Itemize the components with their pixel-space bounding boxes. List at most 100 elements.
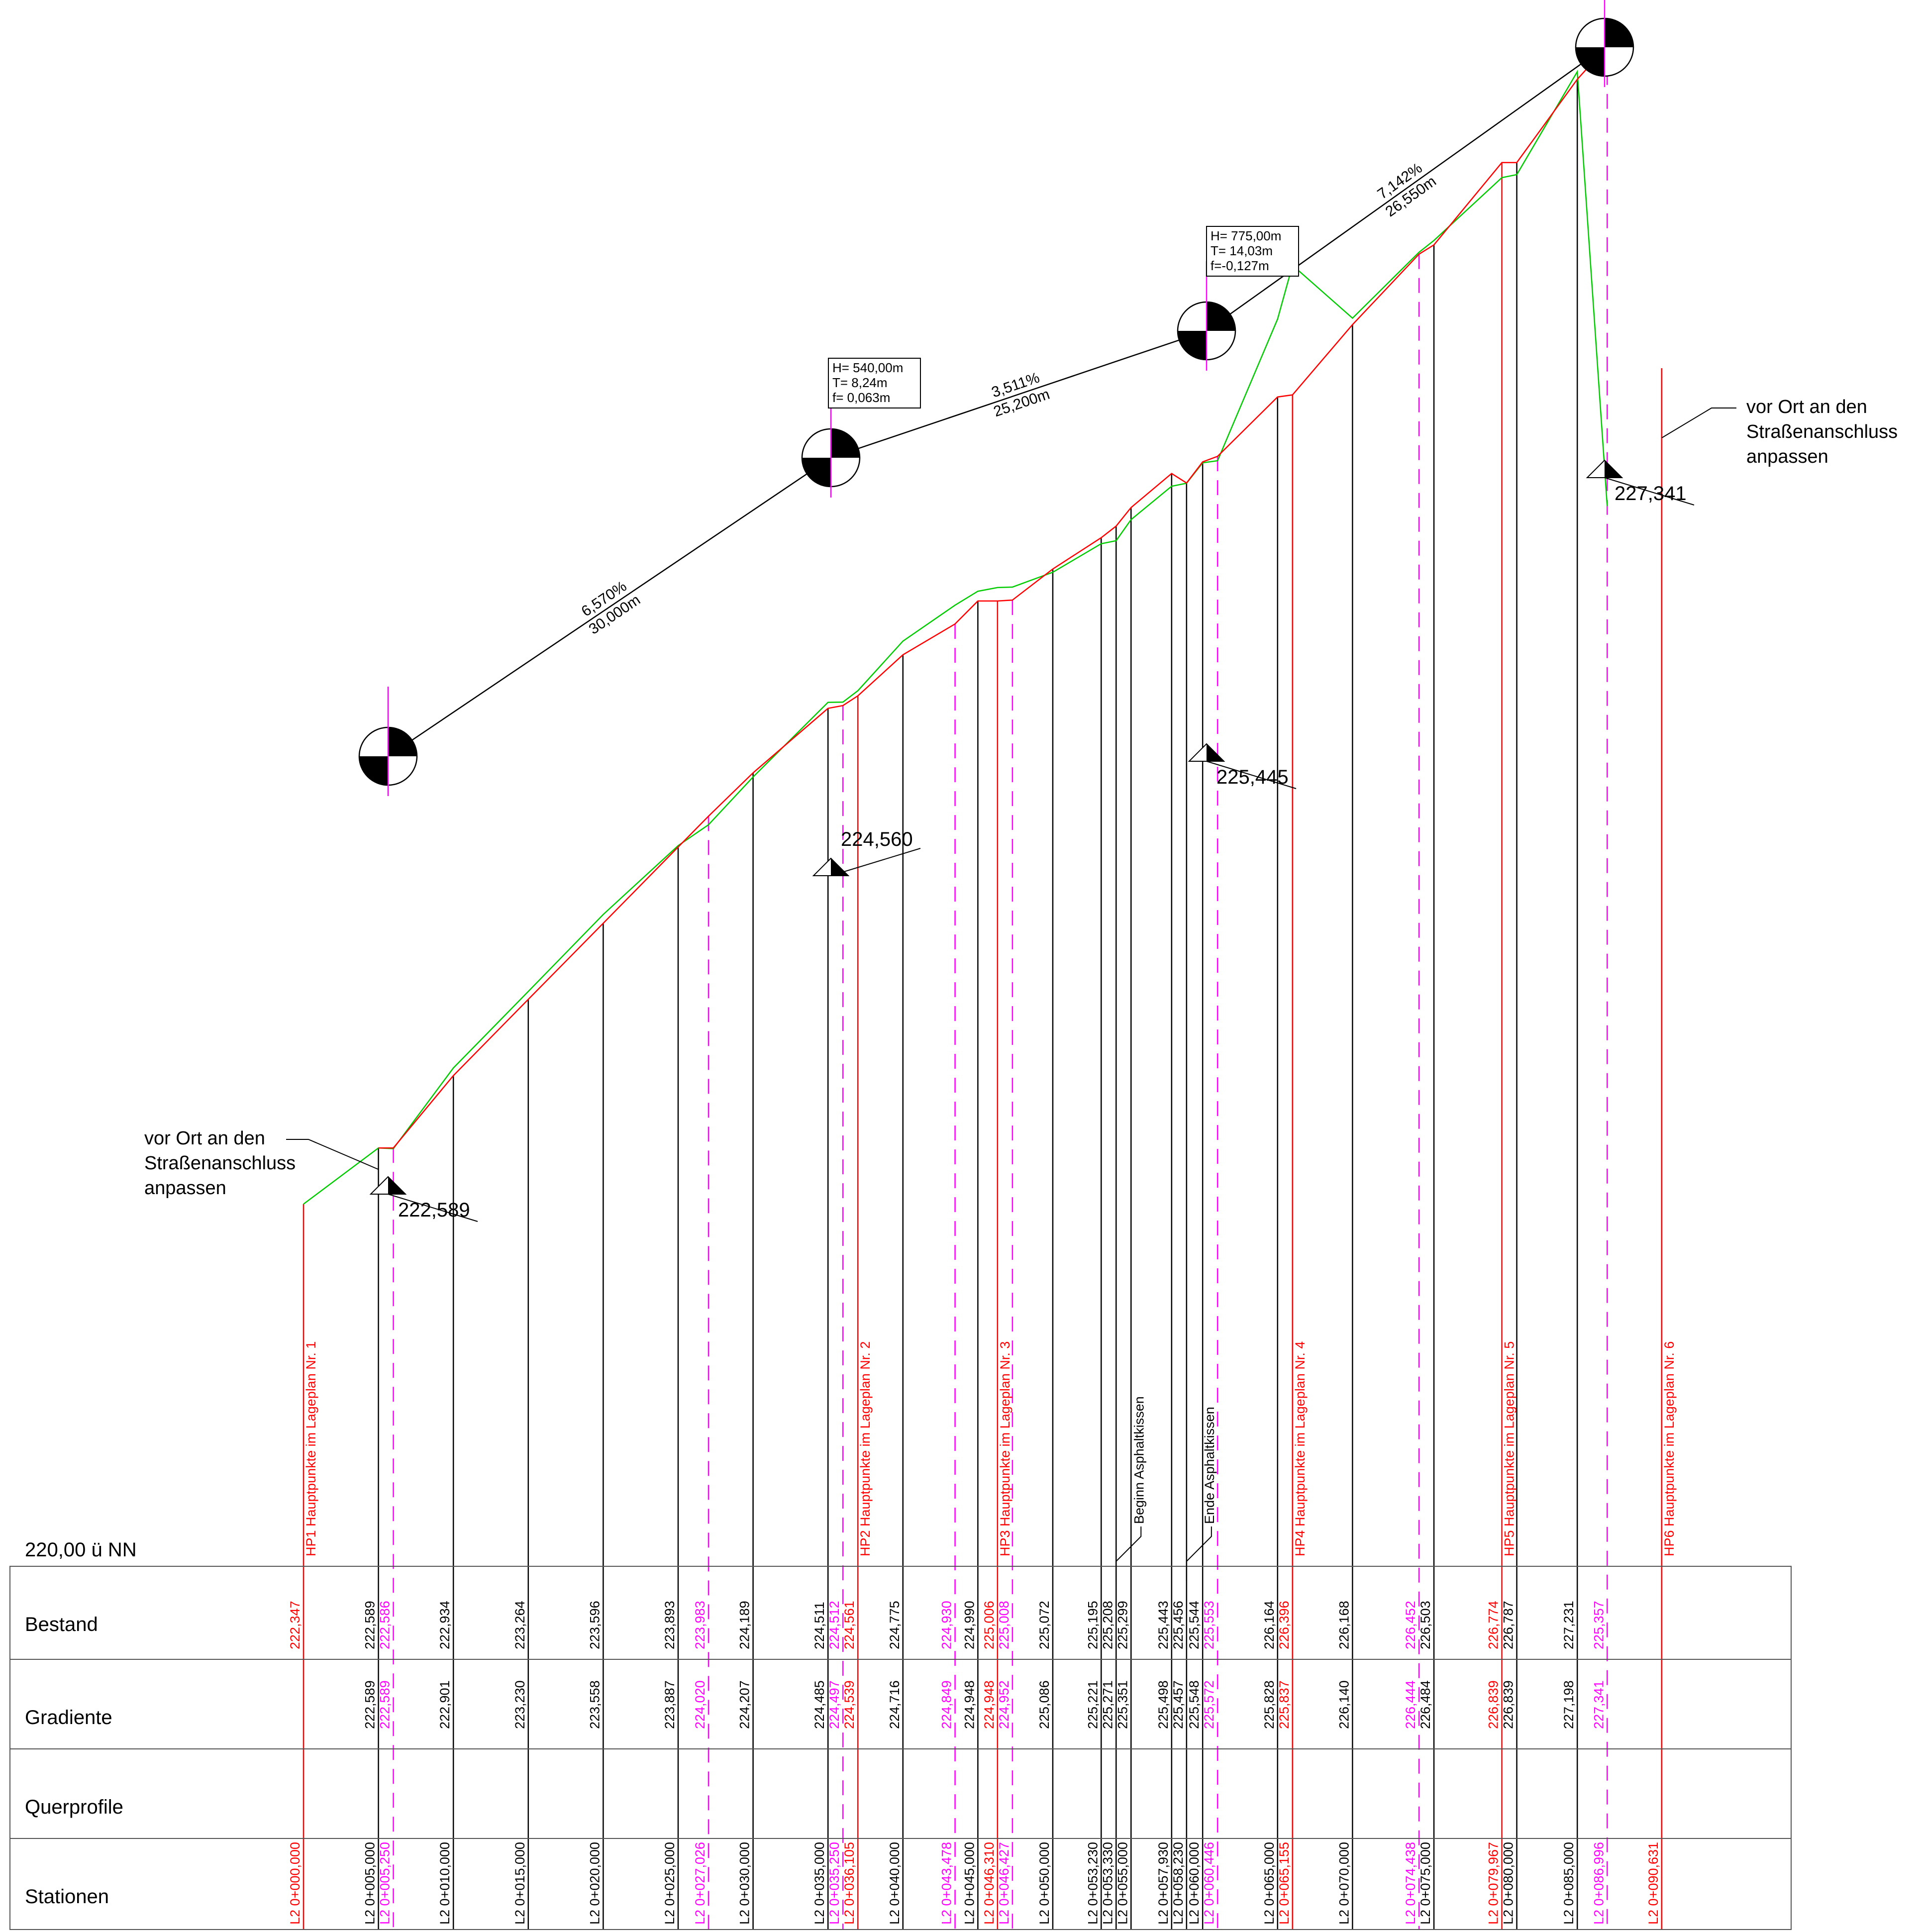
station-value: L2 0+060,446 [1202, 1842, 1216, 1925]
hauptpunkt-label: HP4 Hauptpunkte im Lageplan Nr. 4 [1293, 1341, 1308, 1556]
station-value: L2 0+036,105 [842, 1842, 857, 1925]
hauptpunkt-label: HP5 Hauptpunkte im Lageplan Nr. 5 [1502, 1341, 1517, 1556]
vertex-quadrant [388, 727, 417, 756]
station-value: L2 0+090,631 [1646, 1842, 1661, 1925]
station-value: L2 0+055,000 [1115, 1842, 1130, 1925]
vertex-quadrant [1605, 18, 1633, 47]
querprofile-row-label: Querprofile [25, 1796, 123, 1818]
station-value: L2 0+043,478 [939, 1842, 954, 1925]
note-line: vor Ort an den [144, 1128, 265, 1149]
vertex-quadrant [802, 458, 831, 487]
bestand-value: 224,512 [827, 1601, 842, 1649]
note-line: anpassen [144, 1178, 226, 1199]
bestand-value: 225,008 [997, 1601, 1011, 1649]
station-value: L2 0+025,000 [662, 1842, 677, 1925]
existing-ground-line [303, 69, 1608, 1205]
asphalt-leader [1186, 1526, 1212, 1581]
bestand-value: 223,264 [512, 1601, 527, 1649]
hauptpunkt-label: HP1 Hauptpunkte im Lageplan Nr. 1 [303, 1341, 318, 1556]
gradiente-value: 224,485 [812, 1680, 827, 1729]
gradiente-value: 222,589 [378, 1680, 393, 1729]
gradiente-value: 224,948 [982, 1680, 997, 1729]
bestand-value: 226,164 [1262, 1601, 1277, 1649]
gradiente-value: 225,271 [1100, 1680, 1115, 1729]
bestand-value: 225,208 [1100, 1601, 1115, 1649]
station-value: L2 0+020,000 [587, 1842, 602, 1925]
design-gradient-line [378, 45, 1608, 1149]
tangent-line [388, 46, 1605, 757]
gradiente-value: 227,341 [1591, 1680, 1606, 1729]
elevation-leader [830, 848, 921, 876]
bestand-value: 223,983 [693, 1601, 707, 1649]
datum-label: 220,00 ü NN [25, 1539, 137, 1561]
bestand-value: 224,511 [812, 1602, 827, 1649]
bestand-value: 224,930 [939, 1601, 954, 1649]
elevation-triangle-fill [388, 1177, 405, 1194]
station-value: L2 0+079,967 [1486, 1842, 1501, 1925]
bestand-value: 225,553 [1202, 1601, 1216, 1649]
station-value: L2 0+058,230 [1171, 1842, 1186, 1925]
station-value: L2 0+005,000 [363, 1842, 378, 1925]
station-value: L2 0+046,427 [997, 1842, 1011, 1925]
gradiente-value: 222,901 [437, 1680, 452, 1729]
profile-lines [303, 45, 1608, 1205]
note-line: Straßenanschluss [1746, 421, 1898, 442]
vertex-quadrant [1207, 302, 1235, 331]
curve-tangent: T= 8,24m [832, 375, 888, 390]
gradiente-value: 223,558 [587, 1680, 602, 1729]
curve-tangent: T= 14,03m [1211, 243, 1273, 258]
curve-box [1206, 226, 1299, 277]
gradiente-value: 225,828 [1262, 1680, 1277, 1729]
station-value: L2 0+086,996 [1591, 1842, 1606, 1925]
bestand-value: 223,596 [587, 1601, 602, 1649]
station-value: L2 0+080,000 [1501, 1842, 1516, 1925]
gradiente-value: 223,230 [512, 1680, 527, 1729]
station-value: L2 0+010,000 [437, 1842, 452, 1925]
stationen-row-label: Stationen [25, 1886, 109, 1908]
note-line: vor Ort an den [1746, 397, 1867, 417]
hauptpunkt-label: HP2 Hauptpunkte im Lageplan Nr. 2 [858, 1341, 873, 1556]
note-leader [1661, 407, 1736, 438]
elevation-leader [1206, 761, 1297, 789]
station-value: L2 0+030,000 [737, 1842, 752, 1925]
bestand-value: 226,396 [1277, 1601, 1292, 1649]
elevation-value: 227,341 [1615, 483, 1687, 505]
station-value: L2 0+065,000 [1262, 1842, 1277, 1925]
gradiente-row-label: Gradiente [25, 1707, 112, 1729]
bestand-value: 222,934 [437, 1601, 452, 1649]
gradiente-value: 226,839 [1486, 1680, 1501, 1729]
elevation-mark: 222,589 [369, 1176, 478, 1222]
note-line: anpassen [1746, 446, 1828, 467]
station-value: L2 0+015,000 [512, 1842, 527, 1925]
gradiente-value: 225,457 [1171, 1680, 1186, 1729]
station-value: L2 0+075,000 [1418, 1842, 1433, 1925]
asphalt-label: Ende Asphaltkissen [1202, 1407, 1217, 1524]
bestand-value: 226,774 [1486, 1601, 1501, 1649]
curve-radius: H= 775,00m [1211, 228, 1281, 243]
bestand-value: 223,893 [662, 1601, 677, 1649]
curve-radius: H= 540,00m [832, 360, 903, 375]
gradiente-value: 226,140 [1336, 1680, 1351, 1729]
gradiente-value: 222,589 [363, 1680, 378, 1729]
bestand-value: 226,452 [1403, 1601, 1418, 1649]
gradiente-value: 224,020 [693, 1680, 707, 1729]
bestand-value: 224,189 [737, 1601, 752, 1649]
gradiente-value: 226,484 [1418, 1680, 1433, 1729]
note-line: Straßenanschluss [144, 1153, 296, 1174]
station-value: L2 0+085,000 [1561, 1842, 1576, 1925]
station-value: L2 0+027,026 [693, 1842, 707, 1925]
station-verticals [303, 46, 1663, 1930]
elevation-marks: 222,589 224,560 225,445 227,341 [369, 459, 1695, 1222]
bestand-value: 224,775 [887, 1601, 902, 1649]
elevation-value: 222,589 [398, 1199, 470, 1221]
bestand-value: 227,231 [1561, 1601, 1576, 1649]
bestand-value: 225,072 [1037, 1601, 1052, 1649]
band-table: Bestand Gradiente Querprofile Stationen 220,… [9, 1341, 1792, 1930]
elevation-mark: 227,341 [1586, 459, 1695, 506]
station-value: L2 0+050,000 [1037, 1842, 1052, 1925]
elevation-mark: 224,560 [812, 828, 921, 876]
hauptpunkt-label: HP3 Hauptpunkte im Lageplan Nr. 3 [998, 1341, 1012, 1556]
station-value: L2 0+060,000 [1187, 1842, 1202, 1925]
gradiente-value: 224,952 [997, 1680, 1011, 1729]
station-value: L2 0+053,230 [1085, 1842, 1100, 1925]
